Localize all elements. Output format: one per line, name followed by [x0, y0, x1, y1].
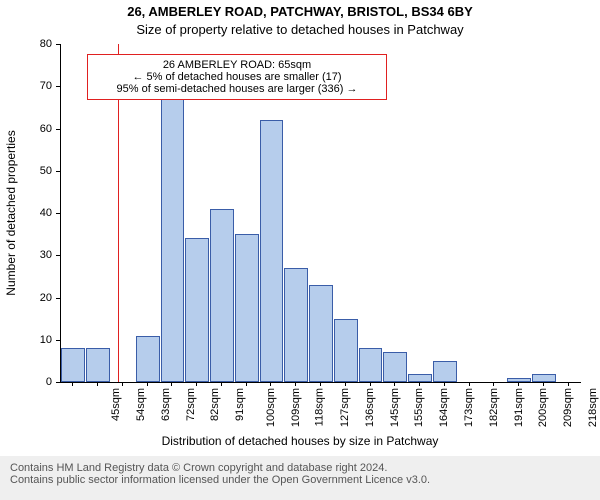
x-tick-label: 218sqm [587, 388, 599, 427]
x-tick [568, 382, 569, 386]
y-tick [56, 129, 60, 130]
x-tick [444, 382, 445, 386]
x-tick [122, 382, 123, 386]
y-tick-label: 10 [28, 334, 52, 346]
x-tick [147, 382, 148, 386]
x-tick [493, 382, 494, 386]
histogram-bar [284, 268, 308, 382]
histogram-bar [334, 319, 358, 382]
histogram-bar [136, 336, 160, 382]
x-tick-label: 100sqm [265, 388, 277, 427]
x-tick-label: 209sqm [562, 388, 574, 427]
y-tick [56, 340, 60, 341]
histogram-bar [161, 99, 185, 382]
y-tick-label: 60 [28, 123, 52, 135]
x-tick-label: 45sqm [110, 388, 122, 421]
x-tick-label: 118sqm [314, 388, 326, 426]
x-tick-label: 182sqm [488, 388, 500, 427]
x-tick [345, 382, 346, 386]
y-tick [56, 86, 60, 87]
x-tick [72, 382, 73, 386]
footer: Contains HM Land Registry data © Crown c… [0, 456, 600, 500]
x-tick-label: 63sqm [160, 388, 172, 421]
x-tick [518, 382, 519, 386]
y-tick-label: 30 [28, 249, 52, 261]
x-tick-label: 191sqm [513, 388, 525, 427]
x-tick [97, 382, 98, 386]
histogram-bar [383, 352, 407, 382]
histogram-bar [185, 238, 209, 382]
x-tick-label: 109sqm [290, 388, 302, 427]
histogram-bar [61, 348, 85, 382]
annotation-line: ← 5% of detached houses are smaller (17) [92, 71, 382, 83]
x-tick [394, 382, 395, 386]
page-subtitle: Size of property relative to detached ho… [0, 22, 600, 37]
page-title: 26, AMBERLEY ROAD, PATCHWAY, BRISTOL, BS… [0, 4, 600, 19]
x-tick [171, 382, 172, 386]
x-tick-label: 127sqm [339, 388, 351, 427]
x-tick [221, 382, 222, 386]
x-tick-label: 164sqm [438, 388, 450, 427]
x-tick [543, 382, 544, 386]
y-tick [56, 44, 60, 45]
y-tick-label: 70 [28, 80, 52, 92]
plot-area: 26 AMBERLEY ROAD: 65sqm← 5% of detached … [60, 44, 581, 383]
y-tick [56, 171, 60, 172]
x-tick [295, 382, 296, 386]
x-tick [370, 382, 371, 386]
x-tick [196, 382, 197, 386]
histogram-bar [210, 209, 234, 382]
footer-line: Contains HM Land Registry data © Crown c… [10, 462, 590, 474]
x-tick [246, 382, 247, 386]
y-tick-label: 40 [28, 207, 52, 219]
y-tick [56, 255, 60, 256]
footer-line: Contains public sector information licen… [10, 474, 590, 486]
annotation-line: 95% of semi-detached houses are larger (… [92, 83, 382, 95]
histogram-bar [86, 348, 110, 382]
histogram-bar [433, 361, 457, 382]
histogram-bar [408, 374, 432, 382]
x-tick-label: 136sqm [364, 388, 376, 427]
x-tick-label: 155sqm [414, 388, 426, 427]
histogram-bar [235, 234, 259, 382]
y-tick [56, 298, 60, 299]
x-tick [270, 382, 271, 386]
histogram-bar [359, 348, 383, 382]
x-tick-label: 145sqm [389, 388, 401, 427]
y-tick-label: 0 [28, 376, 52, 388]
y-tick [56, 213, 60, 214]
x-tick-label: 72sqm [185, 388, 197, 421]
histogram-bar [532, 374, 556, 382]
x-tick-label: 200sqm [537, 388, 549, 427]
y-tick-label: 80 [28, 38, 52, 50]
y-axis-label: Number of detached properties [4, 130, 18, 295]
annotation-line: 26 AMBERLEY ROAD: 65sqm [92, 59, 382, 71]
x-tick [320, 382, 321, 386]
histogram-bar [309, 285, 333, 382]
chart-root: 26, AMBERLEY ROAD, PATCHWAY, BRISTOL, BS… [0, 0, 600, 500]
x-tick-label: 54sqm [135, 388, 147, 421]
y-tick-label: 20 [28, 292, 52, 304]
y-tick [56, 382, 60, 383]
annotation-box: 26 AMBERLEY ROAD: 65sqm← 5% of detached … [87, 54, 387, 100]
y-tick-label: 50 [28, 165, 52, 177]
x-tick-label: 173sqm [463, 388, 475, 427]
x-tick-label: 91sqm [234, 388, 246, 421]
x-axis-label: Distribution of detached houses by size … [0, 434, 600, 448]
x-tick [469, 382, 470, 386]
histogram-bar [260, 120, 284, 382]
x-tick [419, 382, 420, 386]
x-tick-label: 82sqm [209, 388, 221, 421]
